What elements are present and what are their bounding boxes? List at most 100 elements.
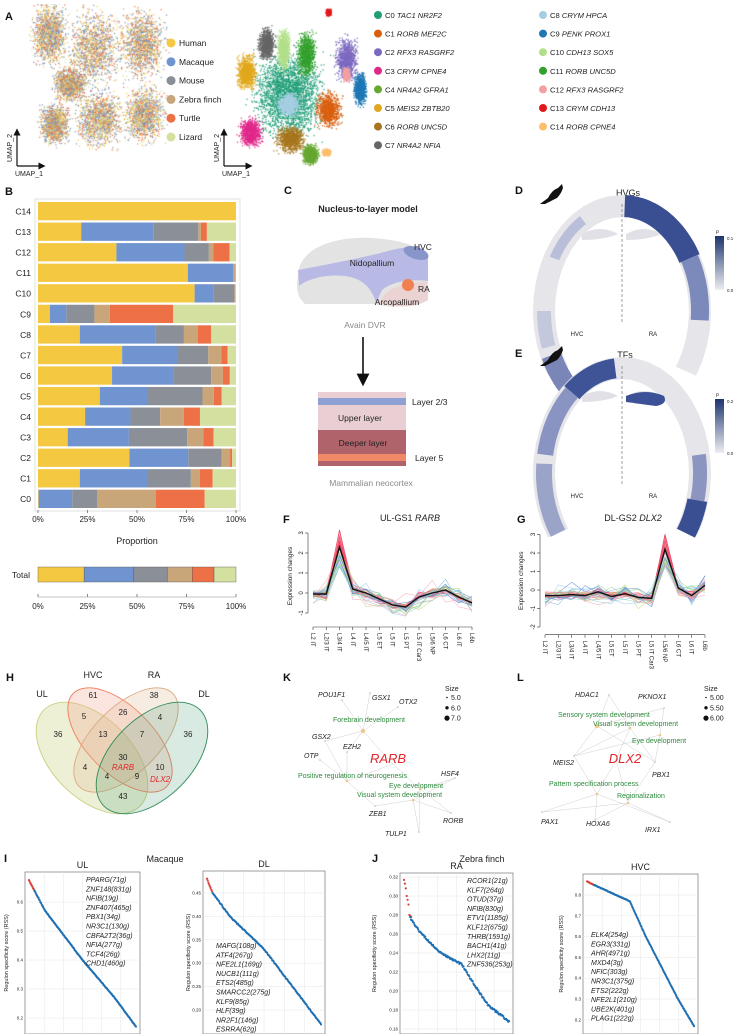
category-label: C13: [15, 227, 31, 237]
cluster-genes: RORB CPNE4: [566, 123, 615, 132]
top-regulon-label: ATF4(267g): [215, 952, 253, 959]
regulon-point: [409, 915, 412, 919]
top-regulon-label: EGR3(331g): [591, 941, 630, 948]
bar-segment-human: [38, 263, 188, 282]
cluster-id: C5: [385, 104, 395, 113]
y-tick-label: 0.32: [389, 875, 398, 880]
layer5-band: [318, 454, 406, 461]
term-label: Positive regulation of neurogenesis: [298, 773, 407, 780]
gene-node: [654, 761, 656, 763]
cluster-genes: PENK PROX1: [562, 30, 611, 39]
bar-segment-zebra-finch: [208, 243, 214, 262]
bar-segment-lizard: [213, 428, 236, 447]
venn-region-count: 4: [83, 763, 88, 772]
panel-label-c: C: [284, 185, 292, 197]
species-legend-swatch: [166, 113, 176, 123]
umap-species-scatter: [24, 4, 174, 169]
brain-highlight: [537, 387, 578, 456]
bar-segment-turtle: [221, 345, 228, 365]
gene-expression-line: [312, 531, 473, 609]
size-legend-dot: [703, 715, 709, 721]
top-regulon-label: UBE2K(401g): [591, 1006, 634, 1013]
bar-segment-macaque: [187, 263, 234, 282]
umap-axes-cluster: UMAP_1 UMAP_2: [214, 128, 253, 178]
cluster-legend-item: C14 RORB CPNE4: [550, 123, 615, 132]
regulon-point: [270, 957, 273, 960]
top-regulon-label: NFIA(277g): [86, 942, 122, 949]
gene-expression-line: [312, 563, 473, 608]
bar-segment-lizard: [232, 448, 236, 467]
total-bar-segment: [37, 566, 85, 583]
top-regulon-label: LHX2(11g): [467, 952, 500, 959]
bar-segment-macaque: [79, 325, 156, 344]
bar-segment-human: [38, 386, 100, 406]
cluster-legend-item: C9 PENK PROX1: [550, 30, 610, 39]
gene-expression-line: [544, 566, 706, 606]
gene-node: [454, 777, 456, 779]
bar-segment-macaque: [38, 489, 73, 508]
regulon-point: [482, 996, 485, 999]
total-x-tick-label: 25%: [79, 602, 95, 611]
gene-node: [319, 759, 321, 761]
category-label: C0: [20, 494, 31, 504]
tf-brain-map: TFs HVC RA ρ 0.2 0.0: [532, 346, 734, 538]
network-edge: [541, 793, 598, 813]
regulon-point: [635, 913, 638, 917]
regulon-point: [640, 925, 643, 928]
cluster-genes: RFX3 RASGRF2: [397, 48, 455, 57]
y-tick-label: 1: [531, 569, 537, 573]
network-edge: [419, 777, 456, 790]
y-tick-label: 0: [531, 588, 537, 592]
bar-segment-mouse: [147, 386, 203, 406]
y-tick-label: 0.4: [17, 958, 24, 963]
bar-segment-human: [38, 284, 195, 303]
gene-label: OTP: [304, 753, 319, 760]
gene-label: TULP1: [385, 831, 407, 838]
bar-segment-human: [38, 428, 68, 447]
bar-segment-turtle: [109, 304, 174, 324]
top-regulon-point: [403, 882, 406, 885]
y-tick-label: 0.20: [192, 1008, 201, 1013]
regulon-point: [431, 943, 435, 946]
cluster-legend-swatch: [539, 122, 547, 131]
tf-colorbar-title: ρ: [716, 392, 719, 398]
x-tick-label: 50%: [129, 515, 145, 524]
cluster-legend-item: C6 RORB UNC5D: [385, 123, 448, 132]
category-label: C5: [20, 391, 31, 401]
bar-segment-macaque: [49, 304, 67, 324]
cluster-id: C1: [385, 30, 395, 39]
cluster-legend-swatch: [539, 66, 547, 75]
network-edge: [319, 759, 348, 782]
bar-segment-zebra-finch: [183, 325, 198, 344]
top-regulon-point: [205, 877, 209, 880]
y-tick-label: 0: [299, 591, 305, 595]
venn-gene-dlx2: DLX2: [150, 775, 171, 784]
cluster-legend-item: C8 CRYM HPCA: [550, 11, 607, 20]
bar-segment-mouse: [66, 304, 95, 324]
y-tick-label: 0.5: [575, 955, 582, 960]
y-tick-label: 0.3: [575, 997, 582, 1002]
brain-highlight: [536, 463, 566, 537]
regulon-point: [426, 939, 430, 942]
cluster-id: C4: [385, 85, 395, 94]
top-regulon-label: CHD1(460g): [86, 961, 125, 968]
regulon-point: [464, 968, 467, 972]
nidopallium-region: [298, 247, 428, 303]
gene-expression-line: [312, 563, 473, 609]
network-edge: [412, 799, 452, 814]
venn-region-count: 36: [54, 730, 63, 739]
species-legend-label: Zebra finch: [179, 94, 222, 104]
term-node: [411, 798, 415, 802]
total-x-tick-label: 0%: [32, 602, 44, 611]
cluster-legend-swatch: [374, 85, 382, 94]
network-edge: [374, 799, 414, 807]
top-regulon-point: [406, 898, 409, 901]
bar-segment-human: [38, 243, 117, 262]
y-tick-label: 0.18: [389, 1008, 398, 1013]
x-tick-label: L6 CT: [674, 641, 680, 658]
species-legend-swatch: [166, 76, 176, 86]
bar-segment-macaque: [112, 366, 174, 385]
top-regulon-point: [405, 894, 408, 898]
network-edge: [324, 730, 364, 742]
top-regulon-label: ZNF536(253g): [466, 962, 513, 969]
